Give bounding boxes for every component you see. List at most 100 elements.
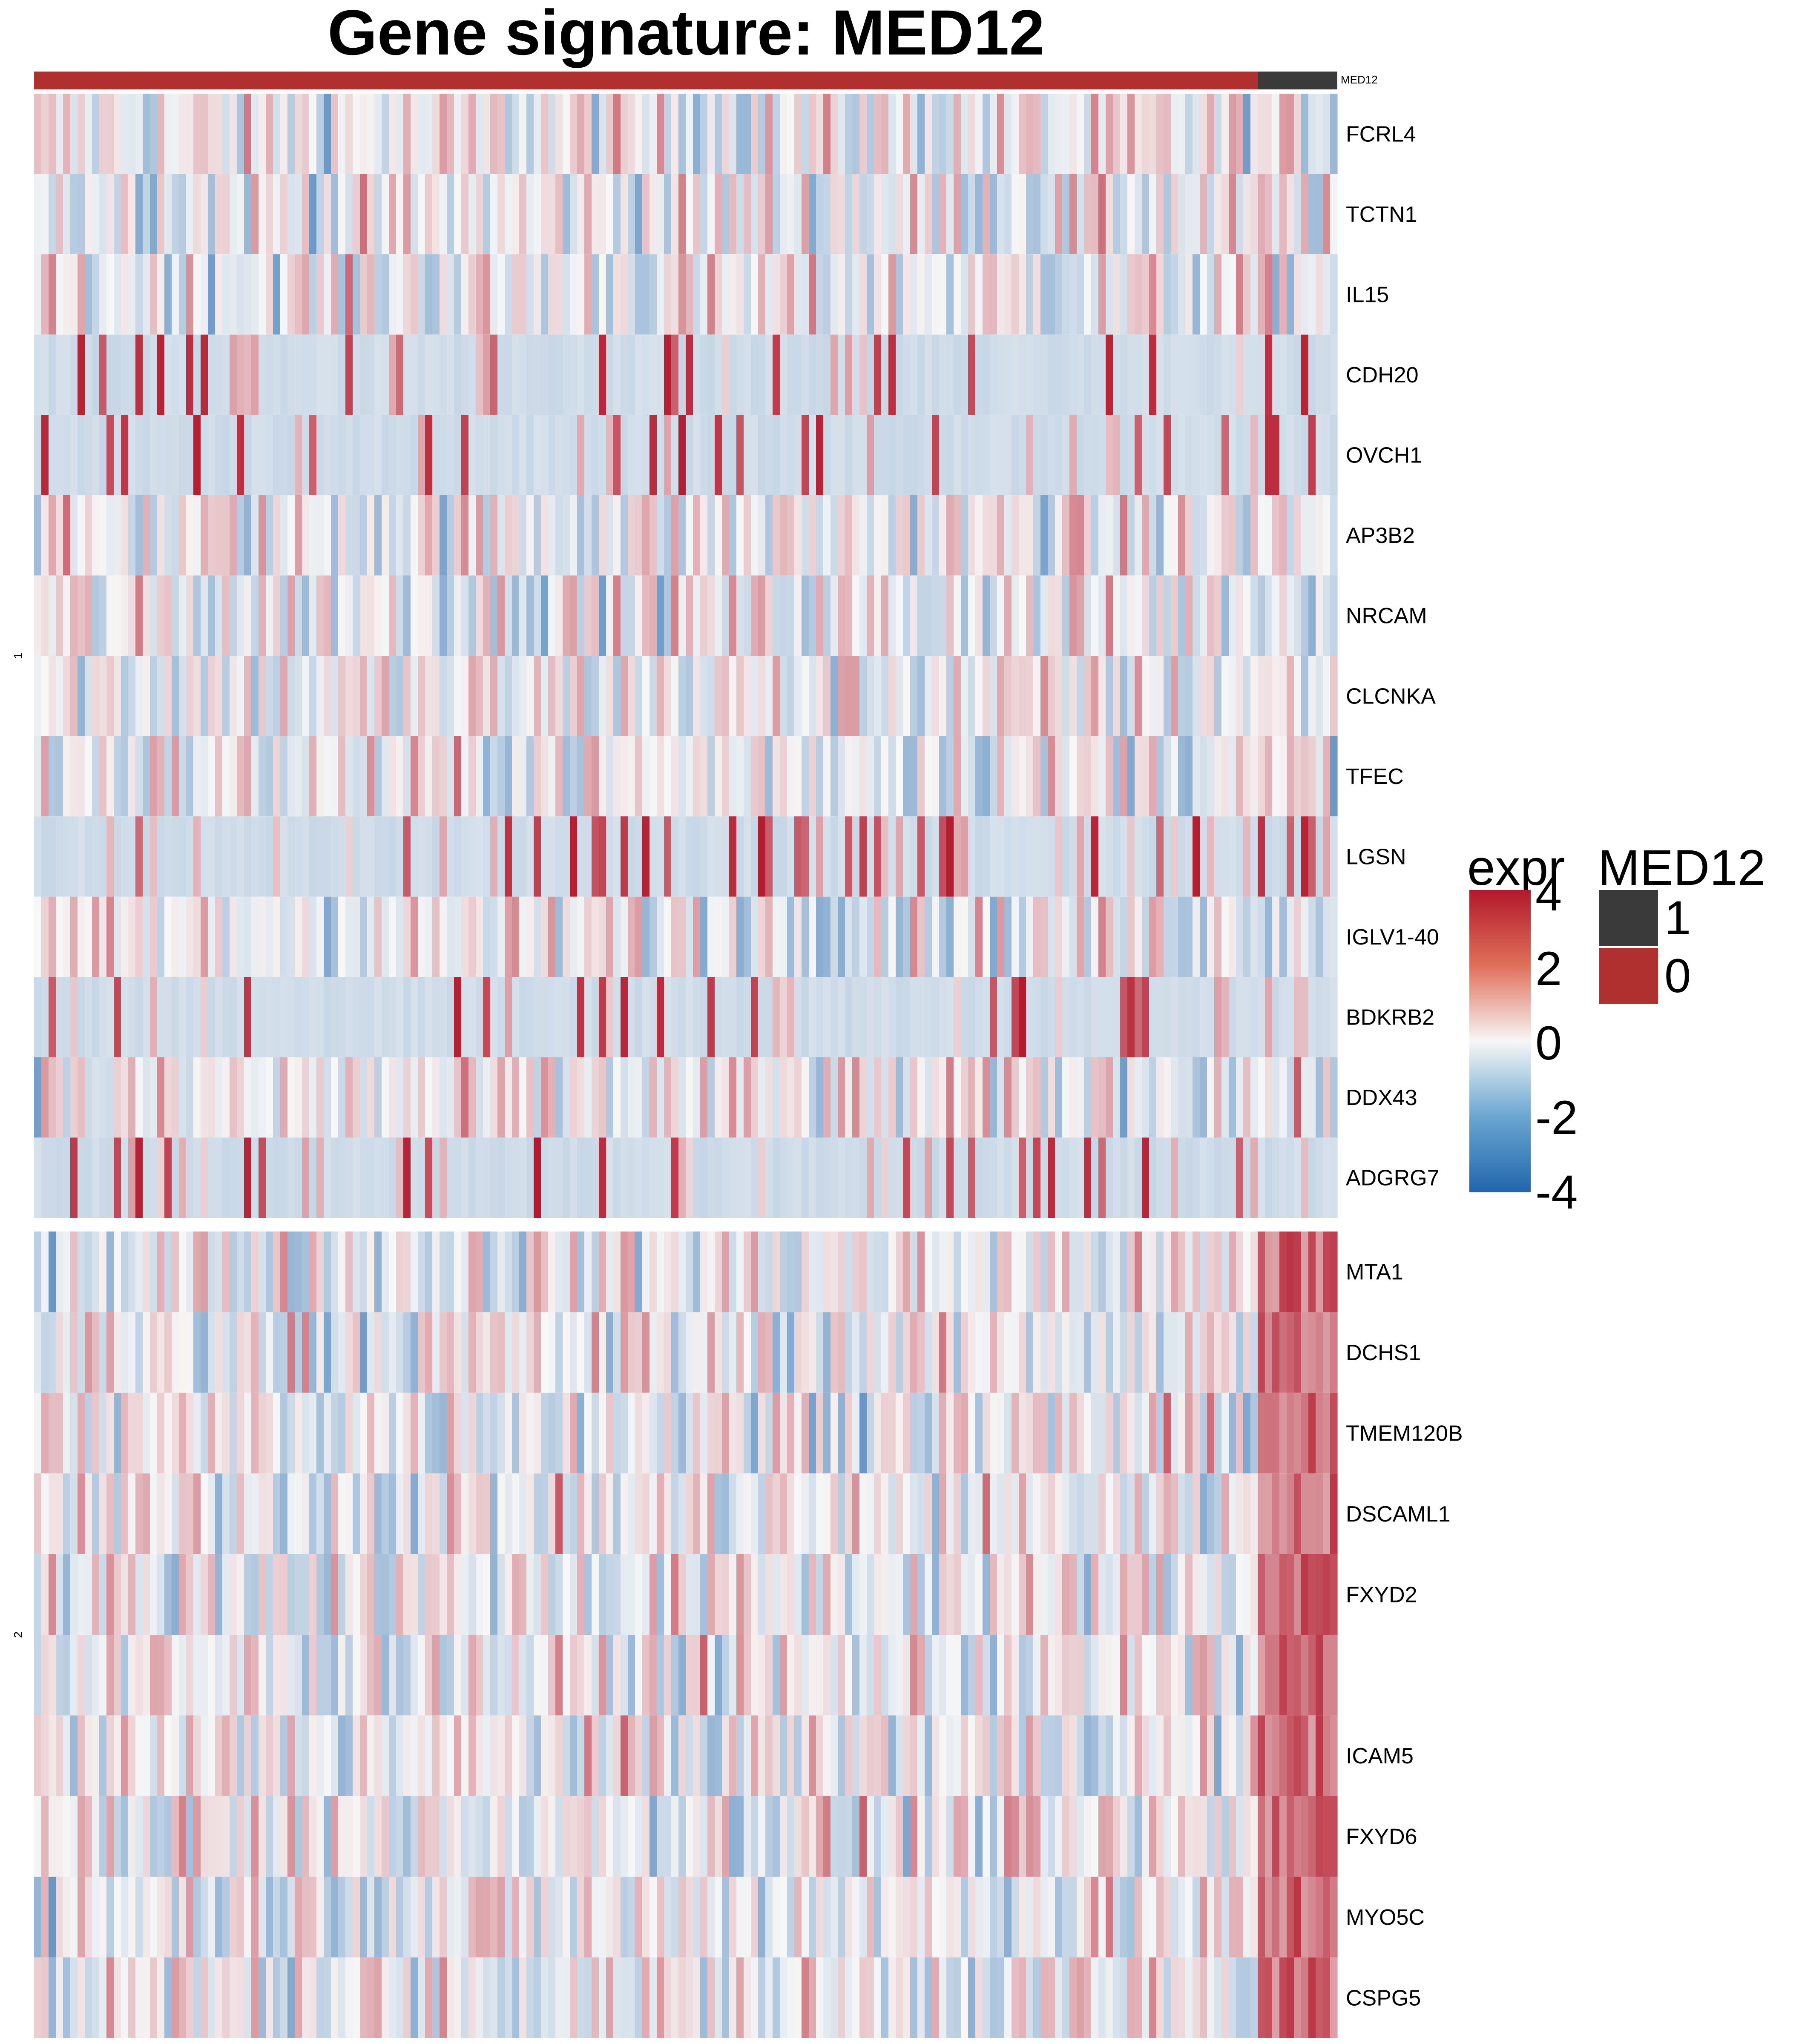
heatmap-cell [56, 1635, 63, 1716]
heatmap-cell [1171, 1715, 1178, 1796]
heatmap-cell [237, 1232, 244, 1312]
heatmap-cell [1149, 736, 1157, 817]
heatmap-cell [345, 1137, 353, 1218]
heatmap-cell [338, 816, 346, 897]
heatmap-cell [403, 334, 411, 415]
heatmap-cell [461, 1473, 469, 1554]
heatmap-cell [1004, 94, 1012, 174]
heatmap-cell [1084, 1392, 1092, 1474]
heatmap-cell [961, 977, 968, 1057]
heatmap-cell [483, 1232, 491, 1312]
heatmap-cell [1098, 1957, 1106, 2038]
heatmap-cell [345, 334, 353, 415]
heatmap-cell [259, 254, 266, 335]
heatmap-cell [592, 736, 599, 817]
heatmap-cell [592, 1554, 599, 1635]
heatmap-cell [1185, 1796, 1193, 1877]
heatmap-cell [418, 1057, 425, 1138]
heatmap-cell [555, 1715, 563, 1796]
heatmap-cell [49, 334, 56, 415]
heatmap-cell [613, 495, 621, 576]
heatmap-cell [794, 1057, 802, 1138]
heatmap-cell [925, 1473, 932, 1554]
heatmap-cell [1243, 1137, 1251, 1218]
heatmap-cell [1171, 575, 1178, 656]
heatmap-cell [1287, 1312, 1294, 1393]
heatmap-cell [874, 656, 882, 736]
heatmap-cell [1091, 736, 1099, 817]
heatmap-cell [541, 1312, 549, 1393]
heatmap-cell [599, 896, 606, 977]
heatmap-cell [1193, 334, 1200, 415]
heatmap-cell [1193, 1312, 1200, 1393]
heatmap-cell [230, 1635, 237, 1716]
heatmap-cell [1142, 174, 1150, 255]
heatmap-cell [961, 896, 968, 977]
heatmap-cell [135, 1137, 143, 1218]
heatmap-cell [823, 334, 831, 415]
heatmap-cell [1156, 1957, 1164, 2038]
heatmap-cell [302, 1554, 310, 1635]
heatmap-cell [859, 1137, 867, 1218]
heatmap-cell [939, 334, 947, 415]
heatmap-cell [280, 1635, 288, 1716]
heatmap-cell [92, 254, 100, 335]
heatmap-cell [1200, 1877, 1207, 1958]
heatmap-cell [63, 1057, 71, 1138]
heatmap-cell [961, 1137, 968, 1218]
heatmap-cell [968, 334, 976, 415]
heatmap-cell [396, 1635, 404, 1716]
heatmap-cell [266, 1312, 273, 1393]
heatmap-cell [635, 1715, 643, 1796]
heatmap-cell [287, 816, 295, 897]
heatmap-cell [519, 1312, 527, 1393]
heatmap-cell [555, 575, 563, 656]
heatmap-cell [316, 1715, 324, 1796]
heatmap-cell [613, 1796, 621, 1877]
heatmap-cell [715, 736, 722, 817]
heatmap-cell [1193, 816, 1200, 897]
heatmap-cell [888, 1715, 896, 1796]
heatmap-cell [1120, 1877, 1128, 1958]
med12-legend-title: MED12 [1598, 840, 1765, 896]
heatmap-cell [903, 816, 911, 897]
heatmap-cell [114, 1635, 121, 1716]
heatmap-cell [1214, 736, 1222, 817]
heatmap-cell [1113, 1796, 1121, 1877]
heatmap-cell [1229, 174, 1236, 255]
heatmap-cell [1040, 1715, 1048, 1796]
heatmap-cell [41, 495, 49, 576]
heatmap-cell [454, 656, 462, 736]
heatmap-cell [664, 94, 672, 174]
heatmap-cell [983, 575, 990, 656]
heatmap-cell [584, 1392, 592, 1474]
heatmap-cell [128, 816, 136, 897]
heatmap-cell [1062, 174, 1070, 255]
heatmap-cell [179, 1635, 187, 1716]
heatmap-cell [1164, 1392, 1171, 1474]
heatmap-cell [99, 495, 107, 576]
heatmap-cell [454, 1877, 462, 1958]
heatmap-cell [859, 977, 867, 1057]
heatmap-cell [1120, 1635, 1128, 1716]
heatmap-cell [273, 1392, 281, 1474]
heatmap-cell [570, 1554, 578, 1635]
heatmap-cell [592, 1957, 599, 2038]
heatmap-cell [1294, 254, 1302, 335]
heatmap-cell [259, 736, 266, 817]
heatmap-cell [1055, 94, 1063, 174]
heatmap-cell [758, 656, 766, 736]
heatmap-cell [997, 1715, 1005, 1796]
heatmap-cell [179, 1715, 187, 1796]
heatmap-cell [432, 1796, 440, 1877]
heatmap-cell [1012, 1137, 1019, 1218]
heatmap-cell [345, 896, 353, 977]
heatmap-cell [939, 495, 947, 576]
heatmap-cell [483, 1877, 491, 1958]
heatmap-cell [309, 1312, 317, 1393]
heatmap-cell [534, 254, 541, 335]
heatmap-cell [403, 1057, 411, 1138]
heatmap-cell [867, 1877, 874, 1958]
heatmap-cell [302, 1635, 310, 1716]
heatmap-cell [1207, 174, 1215, 255]
